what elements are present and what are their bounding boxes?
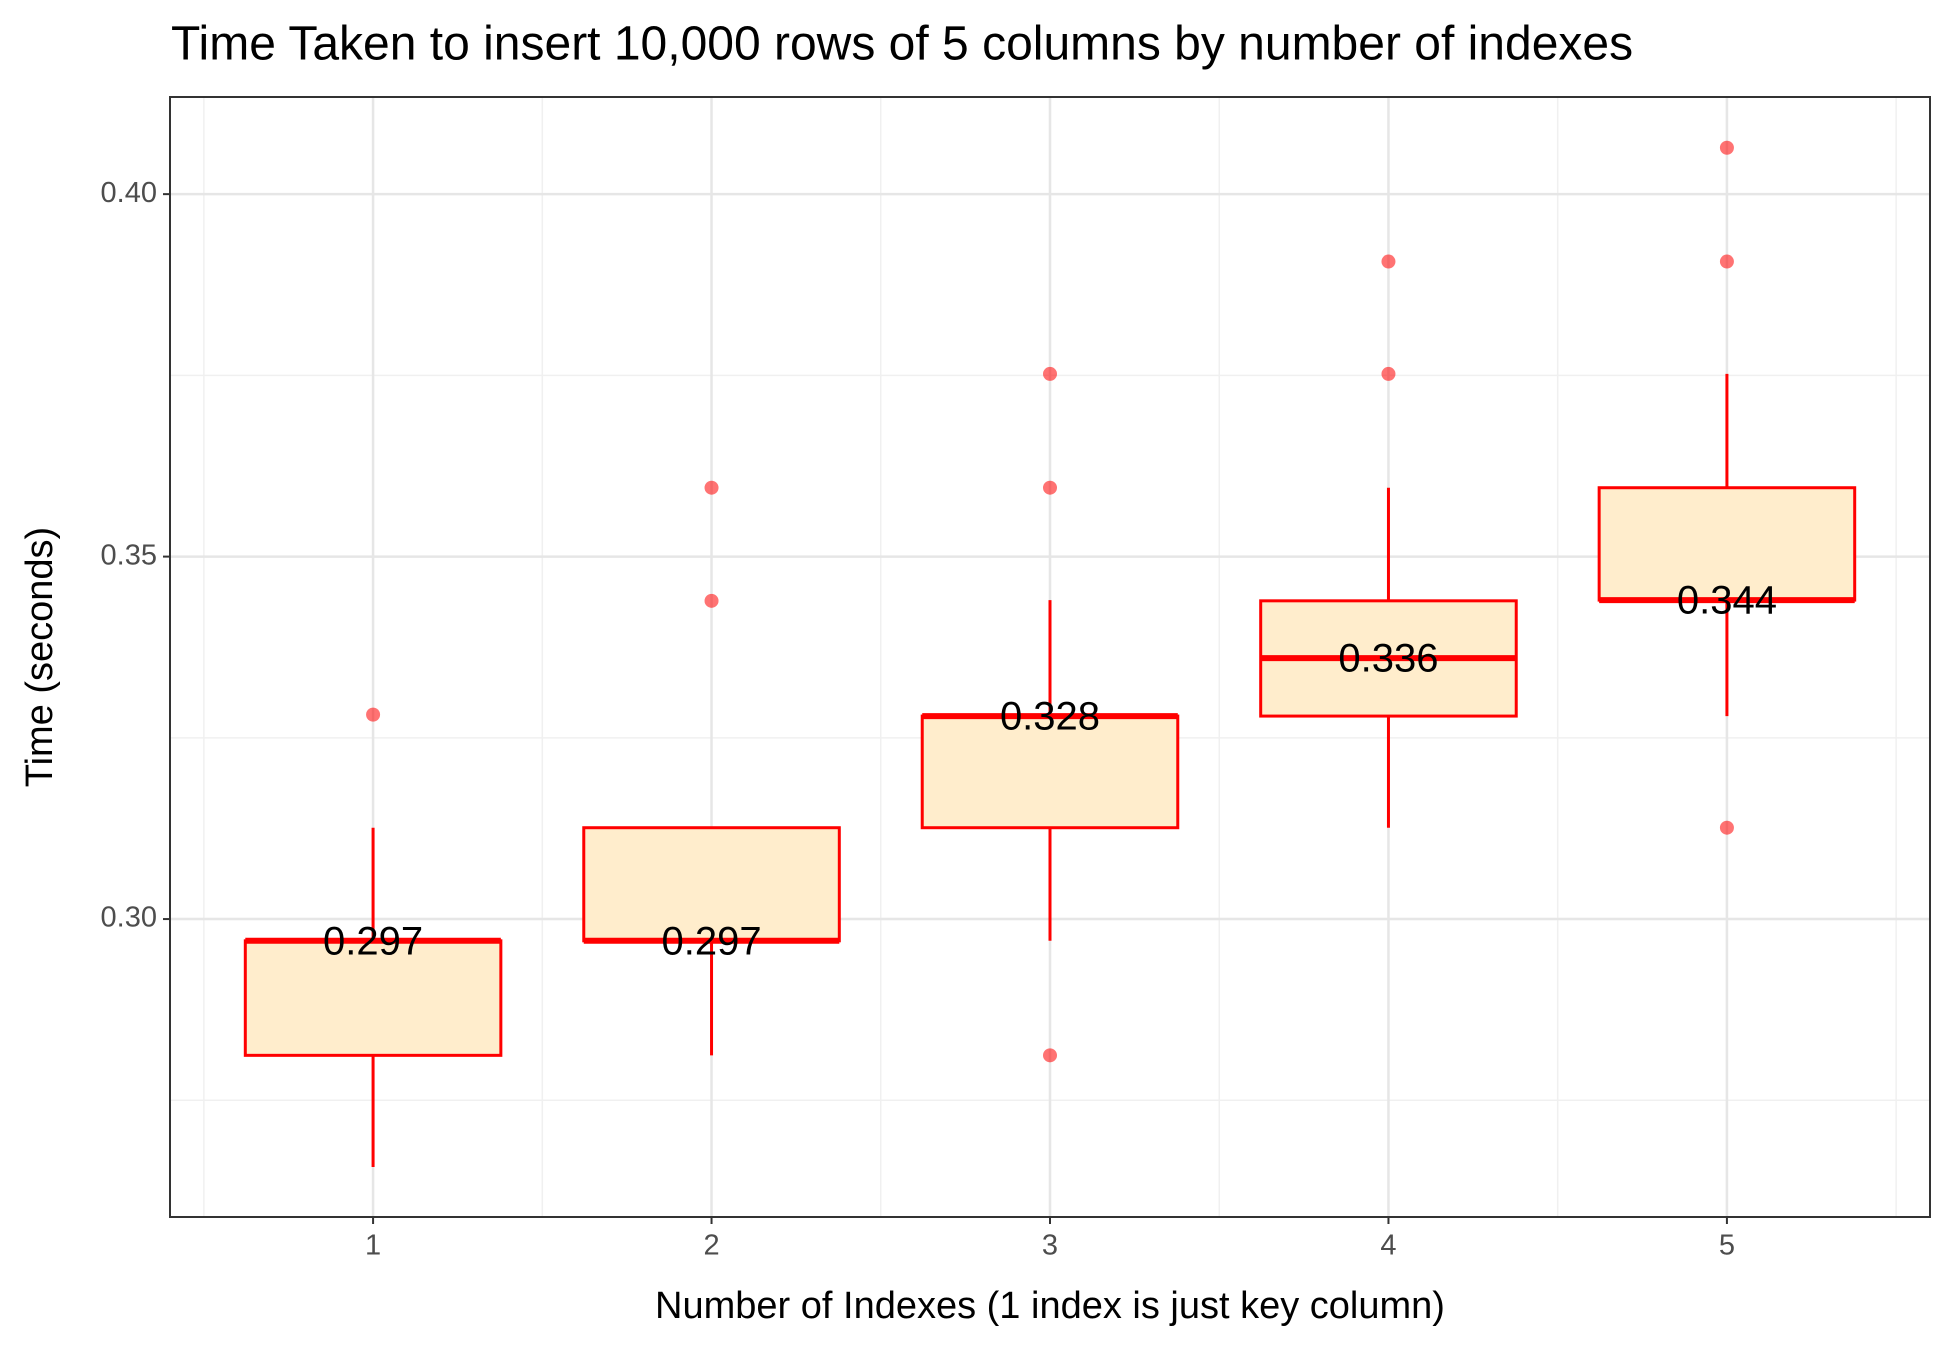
outlier bbox=[1043, 366, 1057, 381]
outlier bbox=[1719, 254, 1734, 269]
outlier bbox=[1381, 366, 1396, 381]
outlier bbox=[1381, 254, 1396, 269]
outlier bbox=[704, 480, 719, 495]
outlier bbox=[1719, 140, 1734, 155]
box bbox=[582, 826, 841, 943]
x-axis-title: Number of Indexes (1 index is just key c… bbox=[655, 1285, 1445, 1327]
chart-title: Time Taken to insert 10,000 rows of 5 co… bbox=[171, 18, 1633, 71]
value-label: 0.297 bbox=[661, 919, 761, 963]
y-tick-label: 0.35 bbox=[101, 539, 157, 571]
outlier bbox=[704, 593, 719, 608]
outlier bbox=[1719, 820, 1734, 835]
y-tick-label: 0.30 bbox=[101, 902, 157, 934]
outlier bbox=[1043, 480, 1057, 495]
plot-border bbox=[169, 96, 1931, 1218]
value-label: 0.297 bbox=[323, 919, 423, 963]
value-label: 0.336 bbox=[1338, 637, 1438, 681]
x-tick-label: 5 bbox=[1719, 1230, 1735, 1262]
x-tick-label: 2 bbox=[703, 1230, 719, 1262]
y-tick-label: 0.40 bbox=[101, 177, 157, 209]
x-tick-label: 4 bbox=[1380, 1230, 1396, 1262]
value-label: 0.344 bbox=[1677, 579, 1777, 623]
x-tick-label: 1 bbox=[365, 1230, 381, 1262]
outlier bbox=[366, 707, 381, 722]
outlier bbox=[1043, 1048, 1057, 1063]
value-label: 0.328 bbox=[1000, 695, 1100, 739]
box bbox=[243, 939, 503, 1057]
x-tick-label: 3 bbox=[1042, 1230, 1058, 1262]
box bbox=[1597, 486, 1857, 602]
y-axis-title: Time (seconds) bbox=[19, 527, 61, 787]
box bbox=[920, 714, 1180, 830]
